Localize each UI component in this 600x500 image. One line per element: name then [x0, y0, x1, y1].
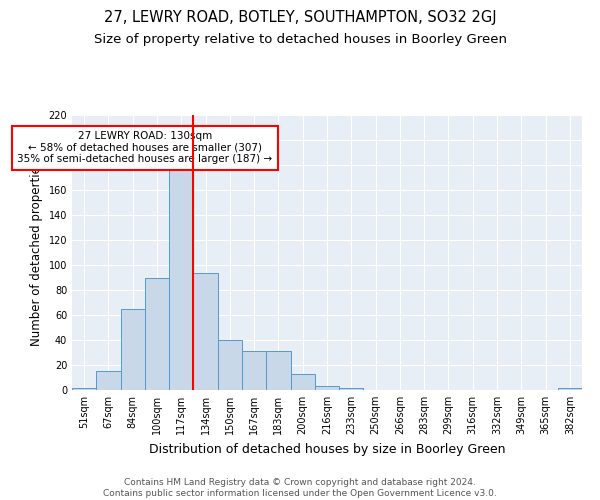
Bar: [121, 308, 145, 390]
Bar: [169, 165, 193, 390]
Text: Contains HM Land Registry data © Crown copyright and database right 2024.
Contai: Contains HM Land Registry data © Crown c…: [103, 478, 497, 498]
Bar: [558, 388, 582, 390]
Bar: [339, 388, 364, 390]
Bar: [72, 388, 96, 390]
Text: Size of property relative to detached houses in Boorley Green: Size of property relative to detached ho…: [94, 32, 506, 46]
Bar: [193, 272, 218, 390]
Bar: [315, 386, 339, 390]
Bar: [266, 351, 290, 390]
Bar: [218, 340, 242, 390]
Y-axis label: Number of detached properties: Number of detached properties: [30, 160, 43, 346]
Text: 27, LEWRY ROAD, BOTLEY, SOUTHAMPTON, SO32 2GJ: 27, LEWRY ROAD, BOTLEY, SOUTHAMPTON, SO3…: [104, 10, 496, 25]
Bar: [145, 278, 169, 390]
Text: 27 LEWRY ROAD: 130sqm
← 58% of detached houses are smaller (307)
35% of semi-det: 27 LEWRY ROAD: 130sqm ← 58% of detached …: [17, 131, 272, 164]
Bar: [242, 351, 266, 390]
Bar: [290, 374, 315, 390]
Bar: [96, 371, 121, 390]
Text: Distribution of detached houses by size in Boorley Green: Distribution of detached houses by size …: [149, 442, 505, 456]
